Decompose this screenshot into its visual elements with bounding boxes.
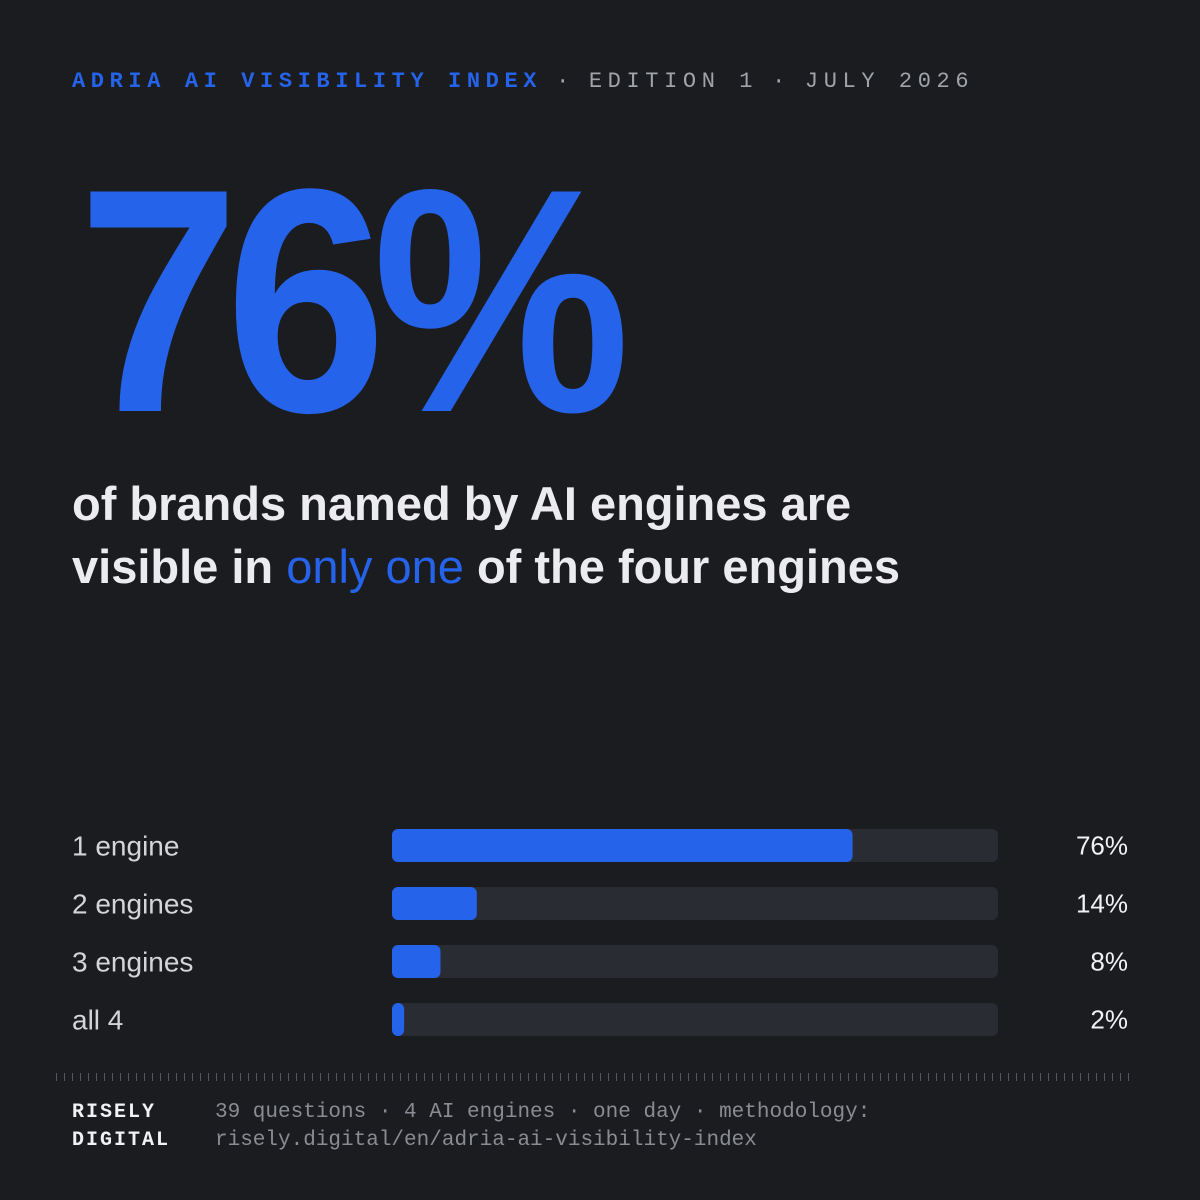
value-label: 14% xyxy=(1076,889,1128,919)
header-separator: · xyxy=(556,69,575,94)
headline-line: visible in only one of the four engines xyxy=(72,540,900,593)
bar-track xyxy=(392,945,998,978)
bar xyxy=(392,887,477,920)
big-stat: 76% xyxy=(78,122,626,479)
value-label: 2% xyxy=(1090,1005,1128,1035)
header-brand: ADRIA AI VISIBILITY INDEX xyxy=(72,69,542,94)
footer-brand: DIGITAL xyxy=(72,1129,170,1152)
headline-text: visible in xyxy=(72,540,273,593)
footer-note: 39 questions · 4 AI engines · one day · … xyxy=(215,1101,870,1124)
category-label: 2 engines xyxy=(72,889,193,920)
header: ADRIA AI VISIBILITY INDEX · EDITION 1 · JULY… xyxy=(72,69,974,94)
value-label: 76% xyxy=(1076,831,1128,861)
bar-track xyxy=(392,1003,998,1036)
headline-line: of brands named by AI engines are xyxy=(72,477,851,530)
headline-highlight: only one xyxy=(286,540,464,593)
category-label: all 4 xyxy=(72,1005,123,1036)
bar xyxy=(392,1003,405,1036)
category-label: 3 engines xyxy=(72,947,193,978)
category-label: 1 engine xyxy=(72,831,179,862)
footer-note: risely.digital/en/adria-ai-visibility-in… xyxy=(215,1129,757,1152)
header-edition: EDITION 1 xyxy=(589,69,758,94)
bar xyxy=(392,945,441,978)
value-label: 8% xyxy=(1090,947,1128,977)
header-date: JULY 2026 xyxy=(805,69,974,94)
header-separator: · xyxy=(772,69,791,94)
headline-text: of the four engines xyxy=(477,540,900,593)
bar-track xyxy=(392,887,998,920)
bar xyxy=(392,829,853,862)
bar-chart: 1 engine 76% 2 engines 14% 3 engines 8% all 4 2… xyxy=(72,829,1128,1036)
footer-brand: RISELY xyxy=(72,1101,156,1124)
